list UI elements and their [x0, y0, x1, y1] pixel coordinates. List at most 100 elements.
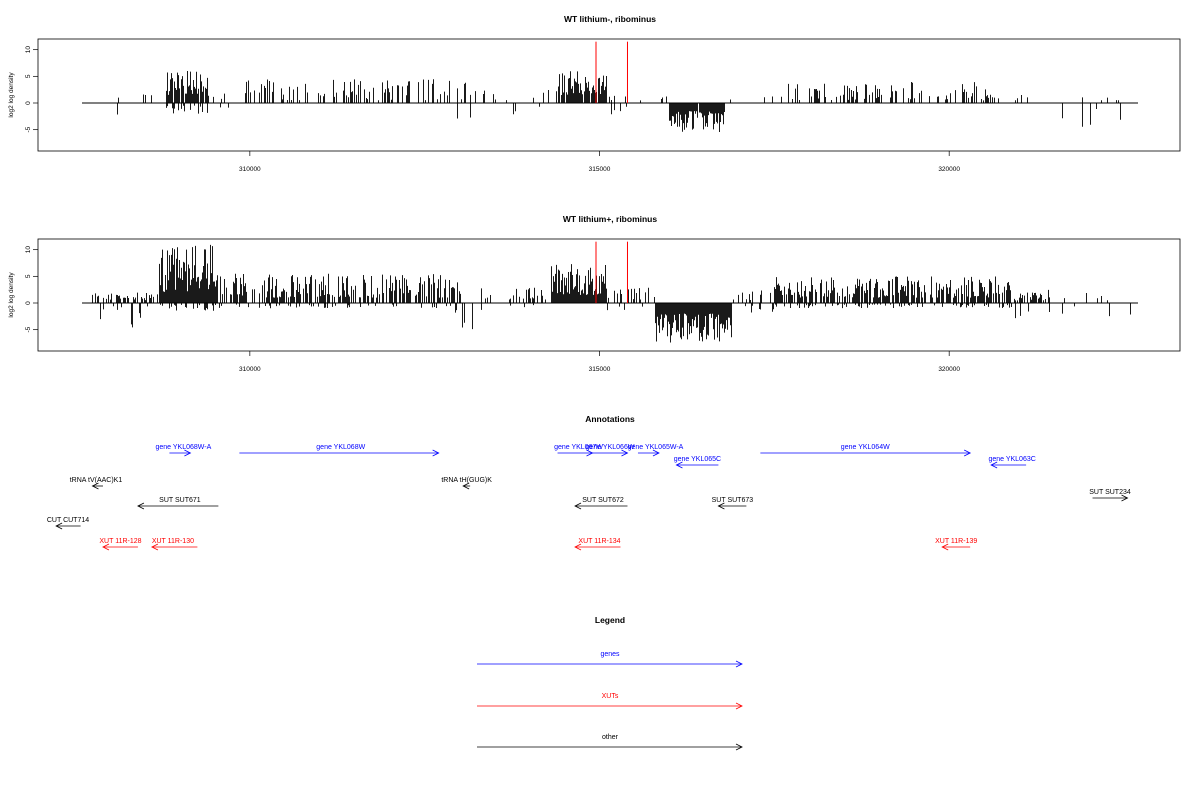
legend-label: other — [602, 734, 619, 741]
feature-label: SUT SUT234 — [1089, 489, 1131, 496]
panel-title: WT lithium-, ribominus — [564, 14, 656, 24]
feature-label: XUT 11R-128 — [99, 538, 141, 545]
x-tick-label: 320000 — [938, 166, 960, 173]
y-tick-label: 10 — [25, 246, 32, 254]
feature-label: tRNA tH(GUG)K — [441, 477, 492, 484]
arrow-head — [735, 660, 743, 668]
track-panel-lithium-plus: WT lithium+, ribominus log2 log density … — [8, 214, 1181, 373]
legend-panel: Legend genes XUTs other — [477, 615, 743, 751]
arrow-head — [184, 449, 192, 457]
arrow-head — [574, 543, 582, 551]
legend-entry: genes — [477, 651, 743, 668]
annotation-feature: gene YKL064W — [760, 444, 972, 457]
x-tick-label: 315000 — [589, 166, 611, 173]
annotation-feature: gene YKL068W-A — [156, 444, 212, 457]
y-axis-label: log2 log density — [8, 272, 15, 318]
arrow-head — [462, 482, 470, 490]
density-bars — [82, 244, 1138, 343]
x-axis: 310000 315000 320000 — [239, 151, 960, 173]
legend-entries: genes XUTs other — [477, 651, 743, 751]
density-bars — [82, 71, 1138, 132]
annotation-feature: gene YKL065W-A — [628, 444, 684, 457]
x-tick-label: 320000 — [938, 366, 960, 373]
annotation-feature: SUT SUT673 — [712, 497, 754, 510]
annotation-feature: tRNA tH(GUG)K — [441, 477, 492, 490]
feature-label: gene YKL068W — [316, 444, 365, 451]
annotation-feature: gene YKL068W — [239, 444, 440, 457]
region-markers — [595, 241, 628, 303]
arrow-head — [91, 482, 99, 490]
arrow-head — [1121, 494, 1129, 502]
y-tick-label: 5 — [25, 74, 32, 78]
region-markers — [595, 41, 628, 103]
feature-label: SUT SUT672 — [582, 497, 624, 504]
feature-label: SUT SUT673 — [712, 497, 754, 504]
arrow-head — [735, 743, 743, 751]
feature-label: gene YKL066W — [586, 444, 635, 451]
arrow-head — [137, 502, 145, 510]
arrow-head — [675, 461, 683, 469]
legend-entry: XUTs — [477, 693, 743, 710]
annotation-feature: gene YKL066W — [586, 444, 635, 457]
x-tick-label: 310000 — [239, 166, 261, 173]
feature-label: CUT CUT714 — [47, 517, 89, 524]
track-panel-lithium-minus: WT lithium-, ribominus log2 log density … — [8, 14, 1181, 173]
feature-label: XUT 11R-139 — [935, 538, 977, 545]
feature-label: gene YKL065C — [674, 456, 721, 463]
feature-label: gene YKL063C — [988, 456, 1035, 463]
annotation-feature: XUT 11R-130 — [151, 538, 198, 551]
annotation-feature: SUT SUT671 — [137, 497, 219, 510]
annotations-title: Annotations — [585, 414, 635, 424]
y-axis: -5 0 5 10 — [25, 246, 38, 333]
y-axis: -5 0 5 10 — [25, 46, 38, 133]
feature-label: gene YKL067W — [554, 444, 603, 451]
annotation-feature: CUT CUT714 — [47, 517, 89, 530]
arrow-head — [717, 502, 725, 510]
annotation-feature: gene YKL065C — [674, 456, 721, 469]
feature-label: gene YKL065W-A — [628, 444, 684, 451]
arrow-head — [963, 449, 972, 457]
legend-label: XUTs — [602, 693, 619, 700]
y-tick-label: -5 — [25, 326, 32, 332]
legend-title: Legend — [595, 615, 625, 625]
arrow-head — [735, 702, 743, 710]
annotation-feature: gene YKL063C — [988, 456, 1036, 469]
arrow-head — [990, 461, 998, 469]
annotation-feature: tRNA tV(AAC)K1 — [70, 477, 123, 490]
legend-label: genes — [600, 651, 620, 658]
x-axis: 310000 315000 320000 — [239, 351, 960, 373]
annotation-feature: SUT SUT672 — [574, 497, 628, 510]
arrow-head — [941, 543, 949, 551]
y-tick-label: 5 — [25, 274, 32, 278]
feature-label: gene YKL064W — [841, 444, 890, 451]
arrow-head — [652, 449, 660, 457]
arrow-head — [102, 543, 110, 551]
annotation-feature: XUT 11R-139 — [935, 538, 977, 551]
panel-title: WT lithium+, ribominus — [563, 214, 657, 224]
arrow-head — [432, 449, 440, 457]
annotation-feature: XUT 11R-128 — [99, 538, 142, 551]
annotation-features: gene YKL068W-A gene YKL068W gene YKL067Wge… — [47, 444, 1131, 551]
feature-label: XUT 11R-130 — [152, 538, 194, 545]
y-tick-label: 0 — [25, 301, 32, 305]
plot-frame — [37, 238, 1181, 352]
annotation-feature: SUT SUT234 — [1089, 489, 1131, 502]
arrow-head — [55, 522, 63, 530]
x-tick-label: 310000 — [239, 366, 261, 373]
y-tick-label: -5 — [25, 126, 32, 132]
annotations-panel: Annotations gene YKL068W-A gene YKL068W ge… — [47, 414, 1131, 551]
annotation-feature: XUT 11R-134 — [574, 538, 621, 551]
plot-frame — [37, 38, 1181, 152]
feature-label: SUT SUT671 — [159, 497, 201, 504]
y-tick-label: 0 — [25, 101, 32, 105]
legend-entry: other — [477, 734, 743, 751]
feature-label: gene YKL068W-A — [156, 444, 212, 451]
arrow-head — [151, 543, 159, 551]
y-tick-label: 10 — [25, 46, 32, 54]
feature-label: tRNA tV(AAC)K1 — [70, 477, 123, 484]
y-axis-label: log2 log density — [8, 72, 15, 118]
arrow-head — [621, 449, 629, 457]
arrow-head — [574, 502, 582, 510]
feature-label: XUT 11R-134 — [578, 538, 620, 545]
